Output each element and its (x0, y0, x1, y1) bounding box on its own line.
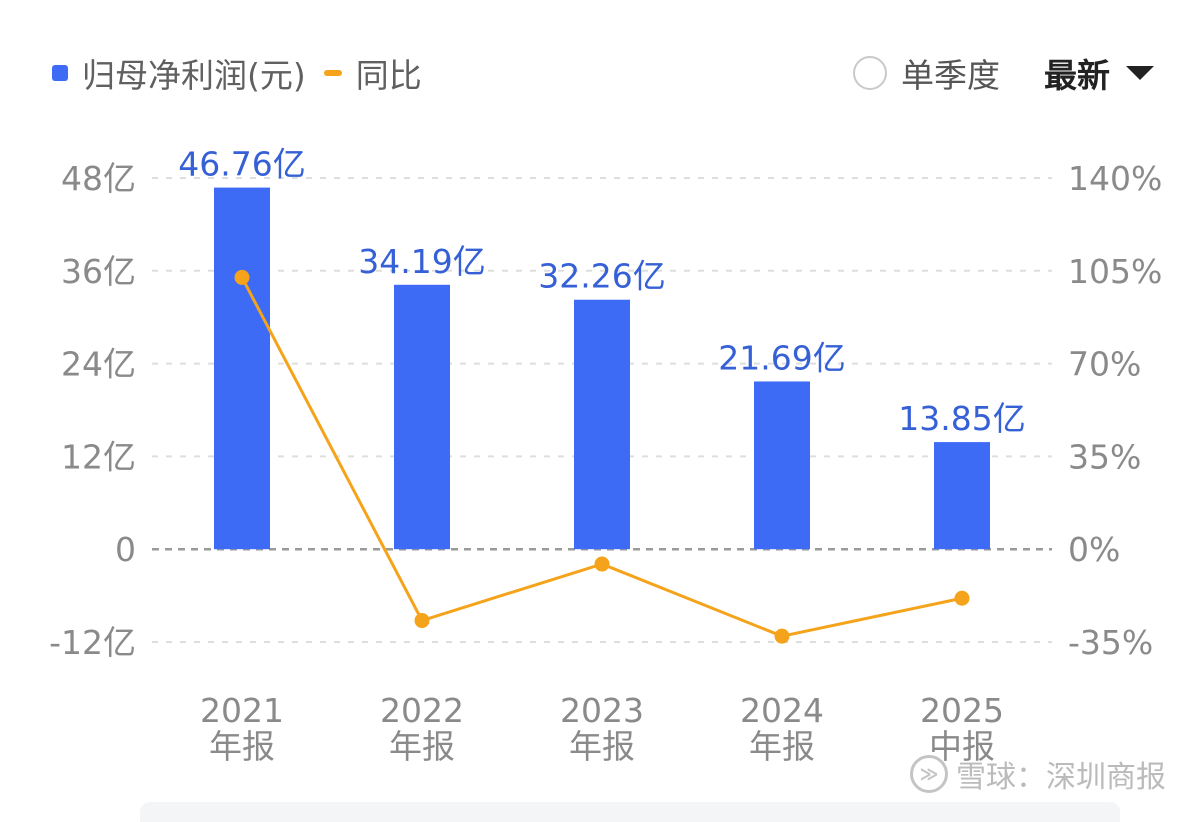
y-right-tick-label: 0% (1068, 530, 1120, 569)
legend-item-net-profit[interactable]: 归母净利润(元) (52, 49, 306, 97)
yoy-point-2024 (774, 628, 790, 644)
x-tick-label-year: 2023 (560, 691, 644, 730)
bar-value-label: 13.85亿 (898, 399, 1025, 438)
y-left-tick-label: -12亿 (49, 623, 136, 662)
bar-2025 (934, 442, 990, 550)
bar-2024 (754, 381, 810, 550)
y-right-tick-label: 105% (1068, 252, 1162, 291)
y-right-tick-label: 70% (1068, 345, 1141, 384)
x-tick-label-period: 年报 (389, 727, 455, 766)
bar-2021 (214, 187, 270, 550)
y-left-tick-label: 36亿 (61, 252, 136, 291)
x-tick-label-period: 年报 (209, 727, 275, 766)
single-quarter-radio[interactable] (853, 56, 887, 90)
yoy-point-2021 (234, 269, 250, 285)
bar-value-label: 21.69亿 (718, 338, 845, 377)
bar-2023 (574, 299, 630, 550)
x-tick-label-period: 年报 (749, 727, 815, 766)
caret-down-icon (1126, 66, 1154, 80)
yoy-point-2025 (954, 590, 970, 606)
x-tick-label-year: 2021 (200, 691, 284, 730)
yoy-point-2022 (414, 613, 430, 629)
y-right-tick-label: 35% (1068, 437, 1141, 476)
x-tick-label-year: 2022 (380, 691, 464, 730)
period-select[interactable]: 最新 (1044, 49, 1154, 97)
bar-value-label: 46.76亿 (178, 145, 305, 184)
y-left-tick-label: 0 (115, 530, 136, 569)
x-tick-label-period: 年报 (569, 727, 635, 766)
legend-item-yoy[interactable]: 同比 (323, 49, 422, 97)
y-left-tick-label: 24亿 (61, 345, 136, 384)
bar-swatch-icon (52, 65, 68, 81)
x-tick-label-year: 2025 (920, 691, 1004, 730)
watermark-text: 雪球：深圳商报 (956, 760, 1166, 795)
yoy-point-2023 (594, 556, 610, 572)
y-left-tick-label: 12亿 (61, 437, 136, 476)
period-select-value: 最新 (1044, 56, 1110, 95)
snowball-logo-icon: ≫ (910, 755, 948, 793)
y-left-tick-label: 48亿 (61, 159, 136, 198)
line-swatch-icon (323, 70, 342, 76)
legend-label-net-profit: 归母净利润(元) (82, 56, 306, 95)
bar-value-label: 32.26亿 (538, 257, 665, 296)
chart-legend: 归母净利润(元) 同比 (52, 48, 422, 98)
x-tick-label-year: 2024 (740, 691, 824, 730)
bottom-panel-edge (140, 802, 1120, 822)
single-quarter-label[interactable]: 单季度 (901, 56, 1000, 95)
chart-controls: 单季度 最新 (853, 48, 1154, 98)
legend-label-yoy: 同比 (355, 56, 422, 95)
y-right-tick-label: 140% (1068, 159, 1162, 198)
bar-2022 (394, 284, 450, 550)
bar-value-label: 34.19亿 (358, 242, 485, 281)
watermark: ≫ 雪球：深圳商报 (910, 752, 1166, 796)
y-right-tick-label: -35% (1068, 623, 1153, 662)
